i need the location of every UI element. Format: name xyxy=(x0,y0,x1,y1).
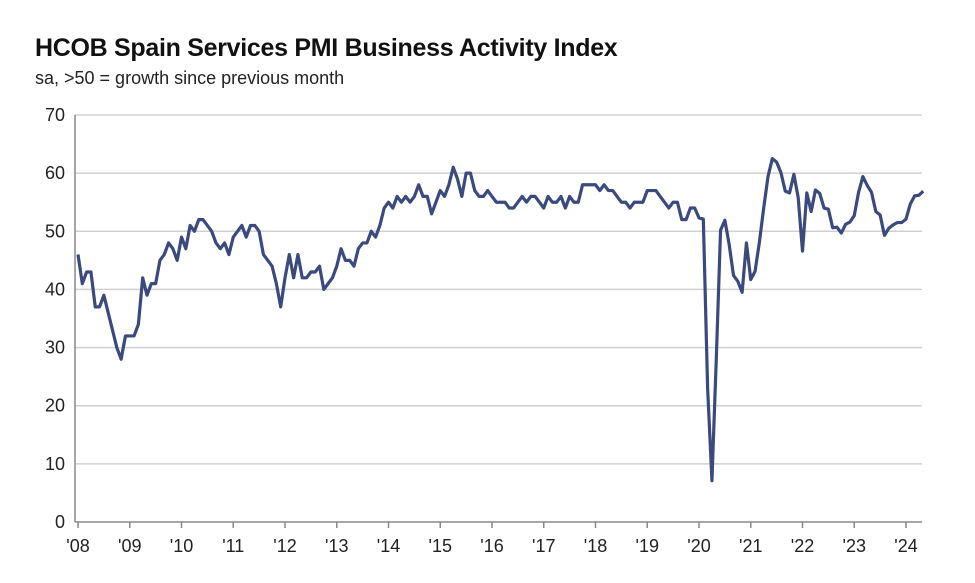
x-tick-label: '12 xyxy=(273,536,296,556)
x-tick-label: '21 xyxy=(739,536,762,556)
x-tick-label: '22 xyxy=(791,536,814,556)
y-tick-label: 40 xyxy=(45,279,65,299)
y-tick-label: 0 xyxy=(55,512,65,532)
y-tick-label: 20 xyxy=(45,396,65,416)
x-tick-label: '20 xyxy=(687,536,710,556)
series-line xyxy=(76,157,925,483)
y-tick-label: 50 xyxy=(45,221,65,241)
y-tick-label: 60 xyxy=(45,163,65,183)
chart-subtitle: sa, >50 = growth since previous month xyxy=(35,68,345,88)
y-tick-label: 10 xyxy=(45,454,65,474)
x-tick-label: '10 xyxy=(170,536,193,556)
y-tick-label: 30 xyxy=(45,338,65,358)
x-tick-label: '24 xyxy=(894,536,917,556)
x-tick-label: '19 xyxy=(636,536,659,556)
x-tick-label: '14 xyxy=(377,536,400,556)
y-tick-label: 70 xyxy=(45,105,65,125)
x-tick-label: '16 xyxy=(480,536,503,556)
chart-title: HCOB Spain Services PMI Business Activit… xyxy=(35,34,618,62)
x-tick-label: '08 xyxy=(66,536,89,556)
x-tick-label: '13 xyxy=(325,536,348,556)
x-tick-label: '15 xyxy=(429,536,452,556)
x-tick-label: '18 xyxy=(584,536,607,556)
x-tick-label: '09 xyxy=(118,536,141,556)
x-tick-label: '17 xyxy=(532,536,555,556)
x-tick-label: '23 xyxy=(843,536,866,556)
x-tick-label: '11 xyxy=(222,536,244,556)
